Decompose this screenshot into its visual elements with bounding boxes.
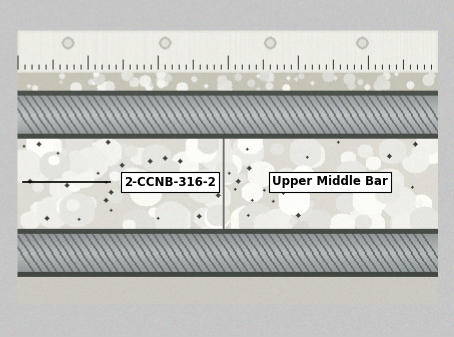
Text: 2-CCNB-316-2: 2-CCNB-316-2 — [124, 176, 216, 188]
Text: Upper Middle Bar: Upper Middle Bar — [272, 176, 388, 188]
